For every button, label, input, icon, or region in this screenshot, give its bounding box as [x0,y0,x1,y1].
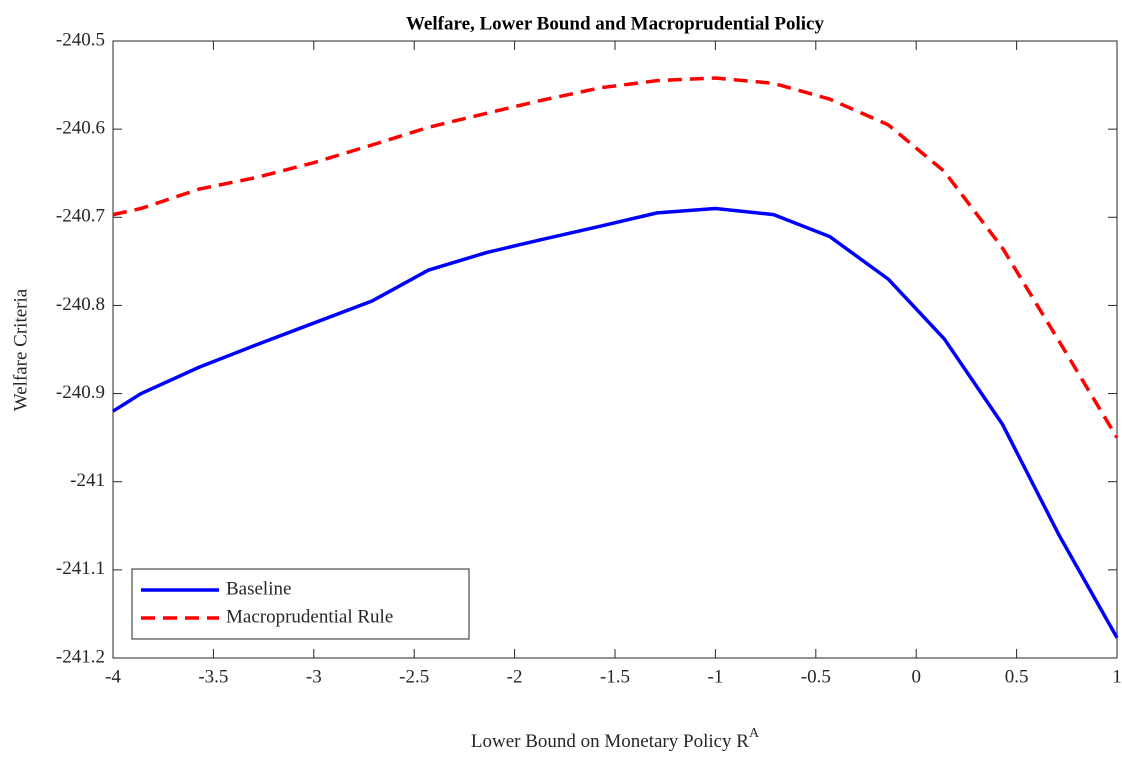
y-tick-label: -240.6 [56,118,105,139]
y-tick-label: -240.8 [56,294,105,315]
y-tick-label: -240.9 [56,382,105,403]
x-tick-label: -3 [306,666,322,687]
y-tick-label: -240.7 [56,206,105,227]
x-axis-label: Lower Bound on Monetary Policy RA [471,726,760,752]
x-tick-label: -1 [707,666,723,687]
series-line [112,206,1119,639]
y-tick-label: -241 [70,470,105,491]
x-tick-label: 0.5 [1005,666,1029,687]
x-axis-label-text: Lower Bound on Monetary Policy R [471,731,749,752]
x-tick-label: -2 [507,666,523,687]
x-tick-label: -1.5 [600,666,630,687]
x-axis-label-superscript: A [749,726,760,741]
x-tick-label: 1 [1112,666,1122,687]
x-tick-label: -0.5 [801,666,831,687]
y-tick-label: -241.1 [56,558,105,579]
chart-title: Welfare, Lower Bound and Macroprudential… [406,13,825,34]
legend-box [131,568,470,640]
legend-label: Macroprudential Rule [226,606,393,627]
y-tick-label: -241.2 [56,646,105,667]
x-tick-label: -4 [105,666,121,687]
y-axis-label: Welfare Criteria [10,288,31,411]
plot-area [112,40,1118,659]
legend-label: Baseline [226,578,291,599]
y-tick-label: -240.5 [56,29,105,50]
x-tick-label: 0 [911,666,921,687]
x-tick-label: -3.5 [198,666,228,687]
x-tick-label: -2.5 [399,666,429,687]
